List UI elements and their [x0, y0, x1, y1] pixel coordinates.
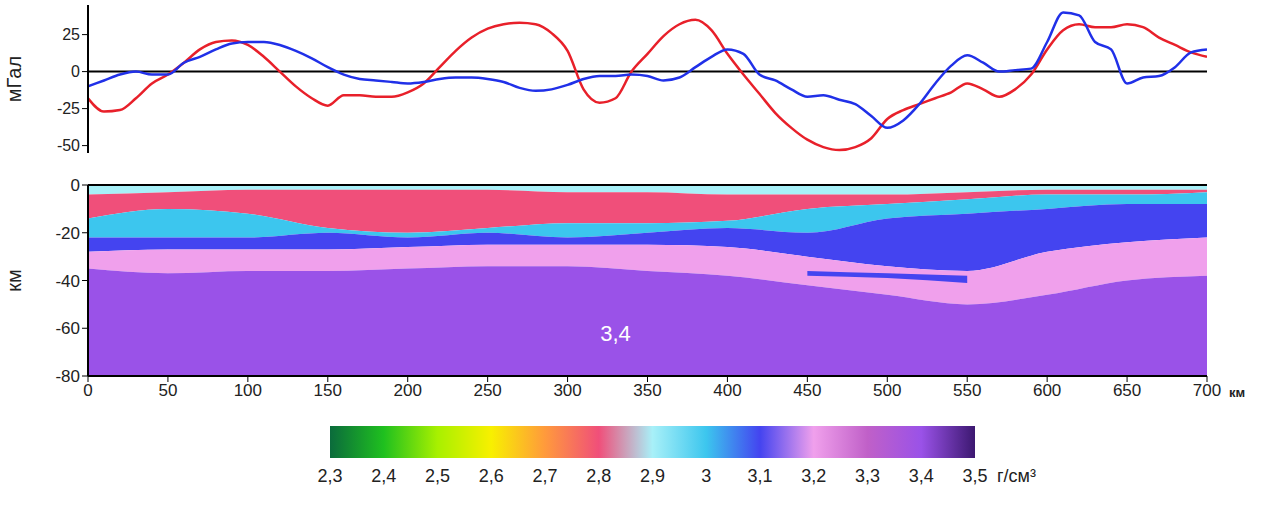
svg-text:500: 500 [873, 381, 901, 400]
svg-text:100: 100 [234, 381, 262, 400]
svg-text:2,5: 2,5 [425, 466, 450, 486]
svg-text:0: 0 [71, 63, 80, 80]
svg-text:2,3: 2,3 [317, 466, 342, 486]
svg-text:г/см³: г/см³ [997, 466, 1036, 486]
svg-text:мГал: мГал [3, 56, 25, 102]
svg-text:3,4: 3,4 [909, 466, 934, 486]
svg-text:3,3: 3,3 [855, 466, 880, 486]
svg-text:400: 400 [713, 381, 741, 400]
svg-text:450: 450 [793, 381, 821, 400]
svg-text:км: км [1229, 385, 1245, 400]
svg-text:3,5: 3,5 [962, 466, 987, 486]
svg-text:2,9: 2,9 [640, 466, 665, 486]
svg-text:-60: -60 [55, 319, 80, 338]
svg-text:3,4: 3,4 [600, 321, 631, 346]
svg-text:600: 600 [1033, 381, 1061, 400]
svg-text:25: 25 [62, 26, 80, 43]
svg-text:3,1: 3,1 [747, 466, 772, 486]
svg-text:350: 350 [633, 381, 661, 400]
svg-text:700: 700 [1193, 381, 1221, 400]
svg-text:2,7: 2,7 [532, 466, 557, 486]
svg-text:-25: -25 [57, 100, 80, 117]
svg-text:650: 650 [1113, 381, 1141, 400]
svg-text:2,6: 2,6 [479, 466, 504, 486]
svg-text:550: 550 [953, 381, 981, 400]
svg-text:км: км [3, 269, 25, 292]
svg-text:150: 150 [314, 381, 342, 400]
svg-text:3: 3 [701, 466, 711, 486]
svg-text:200: 200 [394, 381, 422, 400]
svg-text:250: 250 [473, 381, 501, 400]
svg-text:50: 50 [158, 381, 177, 400]
svg-text:3,2: 3,2 [801, 466, 826, 486]
svg-text:2,8: 2,8 [586, 466, 611, 486]
svg-text:300: 300 [553, 381, 581, 400]
svg-text:0: 0 [71, 176, 80, 195]
svg-text:-50: -50 [57, 137, 80, 154]
svg-text:-40: -40 [55, 272, 80, 291]
svg-text:2,4: 2,4 [371, 466, 396, 486]
svg-text:0: 0 [83, 381, 92, 400]
svg-text:-80: -80 [55, 367, 80, 386]
svg-text:-20: -20 [55, 224, 80, 243]
